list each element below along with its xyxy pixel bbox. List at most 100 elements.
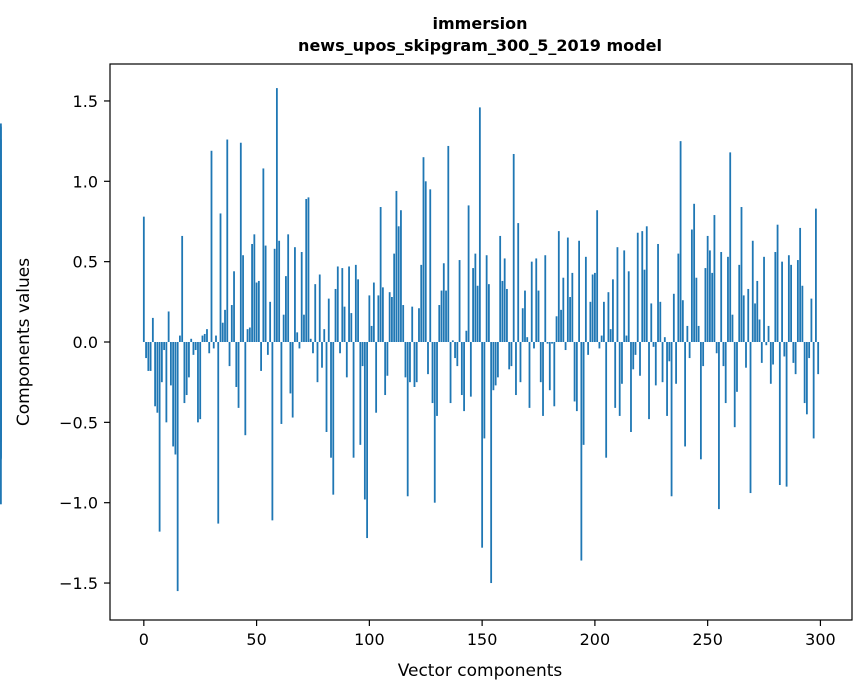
bar bbox=[442, 263, 445, 342]
bar bbox=[767, 325, 770, 342]
bar bbox=[731, 314, 734, 342]
bar bbox=[303, 314, 305, 342]
x-tick-label: 100 bbox=[354, 630, 385, 649]
bar bbox=[688, 342, 691, 359]
bar bbox=[269, 301, 272, 342]
bar bbox=[255, 282, 258, 342]
bar bbox=[790, 264, 792, 342]
bar bbox=[215, 335, 217, 342]
bar bbox=[210, 150, 213, 342]
bar bbox=[282, 314, 285, 342]
bar bbox=[436, 342, 438, 416]
bar bbox=[497, 342, 499, 378]
bar bbox=[476, 285, 479, 342]
bar bbox=[257, 280, 260, 342]
bar bbox=[424, 181, 427, 342]
bar bbox=[194, 342, 197, 351]
bar bbox=[451, 340, 454, 342]
bar bbox=[738, 264, 741, 342]
bar bbox=[557, 231, 560, 342]
bar bbox=[530, 261, 533, 342]
bar bbox=[427, 342, 429, 375]
bar bbox=[377, 295, 380, 342]
bar bbox=[289, 342, 292, 394]
bar bbox=[296, 332, 299, 342]
bar bbox=[221, 322, 224, 342]
bar bbox=[648, 342, 650, 420]
y-tick-label: −1.0 bbox=[59, 494, 98, 513]
bar bbox=[163, 342, 166, 351]
bar bbox=[318, 274, 321, 342]
bar bbox=[641, 231, 644, 342]
bar bbox=[291, 342, 294, 418]
bar bbox=[632, 342, 635, 370]
bar bbox=[307, 197, 310, 342]
bar bbox=[183, 342, 186, 404]
bar bbox=[733, 342, 736, 428]
bar bbox=[512, 153, 515, 342]
bar bbox=[406, 342, 409, 497]
bar bbox=[273, 248, 276, 342]
x-tick-label: 200 bbox=[580, 630, 611, 649]
bar bbox=[460, 342, 463, 396]
bar bbox=[465, 330, 468, 342]
bar bbox=[625, 335, 628, 342]
bar bbox=[226, 139, 229, 342]
bar bbox=[551, 342, 553, 344]
bar bbox=[0, 300, 2, 342]
chart-subtitle: news_upos_skipgram_300_5_2019 model bbox=[298, 36, 662, 55]
bar bbox=[749, 342, 752, 494]
bar bbox=[420, 264, 423, 342]
bar bbox=[260, 342, 262, 371]
bar bbox=[370, 325, 373, 342]
bar bbox=[246, 329, 249, 342]
bar bbox=[774, 252, 777, 342]
bar bbox=[379, 207, 382, 342]
x-tick-label: 50 bbox=[246, 630, 266, 649]
bar bbox=[174, 342, 177, 455]
bar bbox=[0, 139, 2, 342]
bar bbox=[603, 301, 605, 342]
bar bbox=[418, 308, 420, 342]
bar bbox=[515, 342, 517, 396]
bar bbox=[149, 342, 152, 371]
bar bbox=[278, 240, 281, 342]
bar bbox=[783, 342, 786, 357]
bar bbox=[560, 309, 562, 342]
bar bbox=[397, 226, 400, 342]
bar bbox=[713, 215, 716, 342]
bar bbox=[384, 342, 387, 396]
bar bbox=[580, 342, 583, 561]
bar bbox=[815, 208, 817, 342]
bar bbox=[456, 342, 459, 367]
bar bbox=[763, 256, 765, 342]
bar bbox=[643, 269, 646, 342]
bar bbox=[684, 342, 686, 447]
x-tick-label: 0 bbox=[139, 630, 149, 649]
bar bbox=[812, 342, 815, 439]
bar bbox=[503, 258, 506, 342]
bar bbox=[517, 223, 520, 342]
bar bbox=[776, 224, 779, 342]
bar bbox=[341, 268, 344, 342]
bar bbox=[697, 325, 700, 342]
bar bbox=[808, 342, 811, 359]
bar bbox=[172, 342, 175, 447]
bar bbox=[158, 342, 161, 532]
bar bbox=[598, 342, 601, 349]
bar bbox=[348, 266, 350, 342]
bar bbox=[409, 342, 411, 383]
bar bbox=[167, 311, 170, 342]
bar bbox=[612, 279, 614, 342]
bar bbox=[639, 342, 641, 376]
bar bbox=[411, 306, 414, 342]
bar bbox=[361, 342, 364, 367]
bar bbox=[679, 141, 682, 342]
bar bbox=[305, 198, 308, 342]
bar bbox=[248, 327, 251, 342]
bar bbox=[548, 342, 551, 391]
bar bbox=[630, 342, 632, 432]
bar bbox=[718, 342, 720, 510]
bar bbox=[747, 288, 750, 342]
bar bbox=[566, 237, 569, 342]
